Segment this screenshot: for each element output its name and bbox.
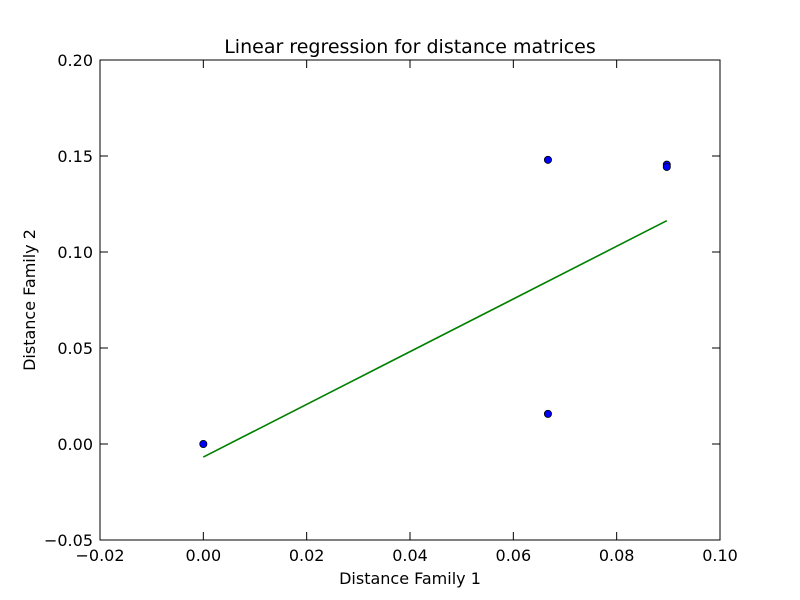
- y-tick-label: 0.15: [57, 147, 93, 166]
- y-tick-label: 0.00: [57, 435, 93, 454]
- y-tick-label: 0.20: [57, 51, 93, 70]
- chart-title: Linear regression for distance matrices: [224, 36, 596, 58]
- y-tick-label: 0.10: [57, 243, 93, 262]
- data-point: [543, 409, 552, 418]
- data-point: [662, 162, 671, 171]
- x-tick-label: 0.10: [702, 546, 738, 565]
- x-tick-label: 0.08: [599, 546, 635, 565]
- x-tick-label: 0.04: [392, 546, 428, 565]
- plot-background: [100, 60, 720, 540]
- x-tick-label: 0.06: [496, 546, 532, 565]
- regression-line: [202, 219, 668, 458]
- data-point: [543, 155, 552, 164]
- data-point: [199, 439, 208, 448]
- y-tick-label: −0.05: [44, 531, 93, 550]
- x-tick-label: 0.02: [289, 546, 325, 565]
- x-tick-label: −0.02: [75, 546, 124, 565]
- x-axis-label: Distance Family 1: [339, 569, 481, 588]
- y-axis-label: Distance Family 2: [20, 229, 39, 371]
- plot-area: −0.02 0.00 0.02 0.04 0.06 0.08 0.10 −0.05 0.00 0.…: [44, 51, 738, 565]
- x-tick-label: 0.00: [186, 546, 222, 565]
- y-tick-label: 0.05: [57, 339, 93, 358]
